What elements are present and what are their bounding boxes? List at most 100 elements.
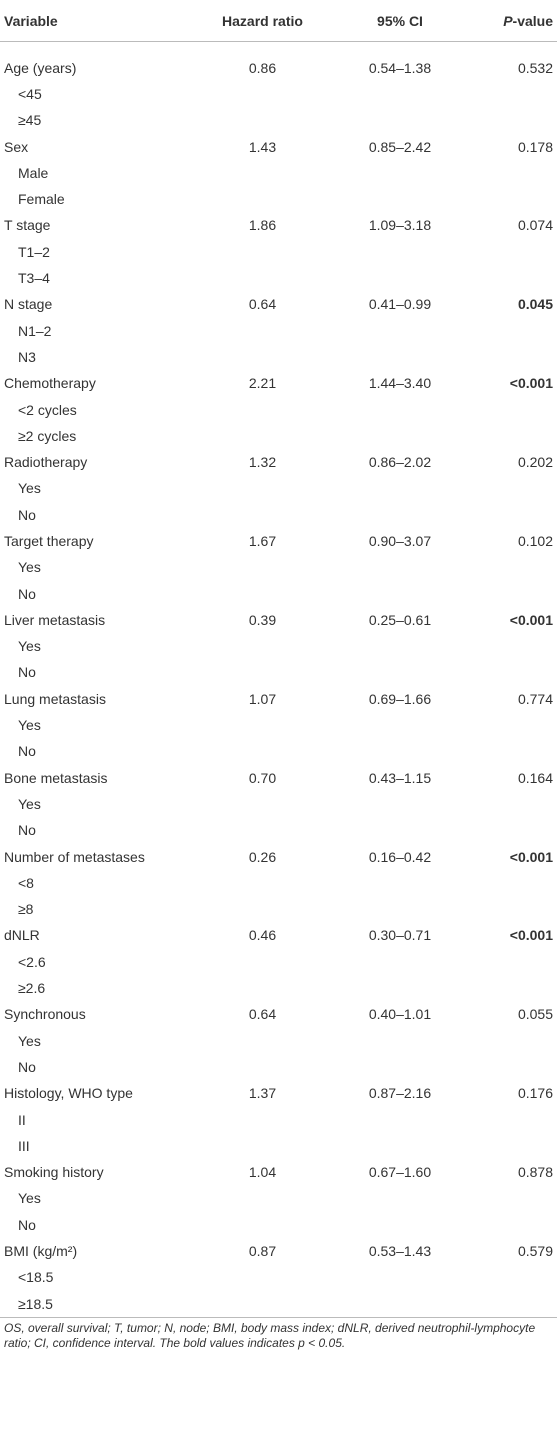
level-row: ≥18.5 xyxy=(0,1290,557,1318)
level-cell: ≥18.5 xyxy=(0,1290,205,1318)
empty-cell xyxy=(320,1212,480,1238)
group-row: Smoking history 1.04 0.67–1.60 0.878 xyxy=(0,1159,557,1185)
empty-cell xyxy=(480,1290,557,1318)
ci-cell: 0.41–0.99 xyxy=(368,296,432,313)
level-cell: <45 xyxy=(18,85,42,102)
variable-cell: Histology, WHO type xyxy=(4,1085,133,1102)
level-row: III xyxy=(0,1133,557,1159)
empty-cell xyxy=(480,554,557,580)
level-cell: ≥2.6 xyxy=(18,980,46,997)
p-value-cell: 0.178 xyxy=(517,138,553,155)
group-row: dNLR 0.46 0.30–0.71 <0.001 xyxy=(0,922,557,948)
ci-cell: 0.67–1.60 xyxy=(368,1164,432,1181)
hazard-ratio-cell: 1.04 xyxy=(248,1164,277,1181)
empty-cell xyxy=(205,1185,320,1211)
level-cell: ≥45 xyxy=(18,112,42,129)
level-cell: ≥2 cycles xyxy=(18,427,77,444)
variable-cell: Radiotherapy xyxy=(4,454,88,471)
empty-cell xyxy=(480,160,557,186)
ci-cell: 0.69–1.66 xyxy=(368,690,432,707)
empty-cell xyxy=(205,1133,320,1159)
group-row: BMI (kg/m²) 0.87 0.53–1.43 0.579 xyxy=(0,1238,557,1264)
empty-cell xyxy=(320,1106,480,1132)
variable-cell: Number of metastases xyxy=(4,848,145,865)
level-cell: No xyxy=(18,822,36,839)
ci-cell: 0.54–1.38 xyxy=(368,59,432,76)
empty-cell xyxy=(480,502,557,528)
empty-cell xyxy=(480,81,557,107)
p-value-cell: 0.102 xyxy=(517,532,553,549)
level-row: Yes xyxy=(0,554,557,580)
level-cell: III xyxy=(18,1137,30,1154)
empty-cell xyxy=(205,107,320,133)
empty-cell xyxy=(320,554,480,580)
level-cell: Yes xyxy=(18,559,41,576)
variable-cell: BMI (kg/m²) xyxy=(4,1243,78,1259)
level-cell: Yes xyxy=(18,717,41,734)
empty-cell xyxy=(480,896,557,922)
empty-cell xyxy=(205,160,320,186)
p-value-cell: 0.202 xyxy=(517,454,553,471)
results-table: Variable Hazard ratio 95% CI P-value Age… xyxy=(0,0,557,1318)
empty-cell xyxy=(320,1264,480,1290)
empty-cell xyxy=(205,81,320,107)
hazard-ratio-cell: 1.32 xyxy=(248,454,277,471)
group-row: Histology, WHO type 1.37 0.87–2.16 0.176 xyxy=(0,1080,557,1106)
group-row: Number of metastases 0.26 0.16–0.42 <0.001 xyxy=(0,843,557,869)
empty-cell xyxy=(320,239,480,265)
level-cell: Yes xyxy=(18,1190,41,1207)
header-italic: P xyxy=(503,12,513,29)
group-row: Sex 1.43 0.85–2.42 0.178 xyxy=(0,133,557,159)
group-row: Chemotherapy 2.21 1.44–3.40 <0.001 xyxy=(0,370,557,396)
hazard-ratio-cell: 0.86 xyxy=(248,59,277,76)
p-value-cell: 0.164 xyxy=(517,769,553,786)
ci-cell: 0.53–1.43 xyxy=(368,1243,432,1259)
empty-cell xyxy=(320,896,480,922)
empty-cell xyxy=(205,1054,320,1080)
empty-cell xyxy=(205,870,320,896)
header-cell: 95% CI xyxy=(320,0,480,42)
footnote: OS, overall survival; T, tumor; N, node;… xyxy=(4,1320,536,1350)
empty-cell xyxy=(320,712,480,738)
level-row: Yes xyxy=(0,1185,557,1211)
empty-cell xyxy=(480,870,557,896)
table-header: Variable Hazard ratio 95% CI P-value xyxy=(0,0,557,42)
variable-cell: T stage xyxy=(4,217,51,234)
empty-cell xyxy=(205,712,320,738)
level-cell: <8 xyxy=(18,874,34,891)
ci-cell: 1.44–3.40 xyxy=(368,375,432,392)
ci-cell: 1.09–3.18 xyxy=(368,217,432,234)
ci-cell: 0.90–3.07 xyxy=(368,532,432,549)
p-value-cell: 0.774 xyxy=(517,690,553,707)
level-row: ≥45 xyxy=(0,107,557,133)
empty-cell xyxy=(205,554,320,580)
group-row: Synchronous 0.64 0.40–1.01 0.055 xyxy=(0,1001,557,1027)
empty-cell xyxy=(480,738,557,764)
ci-cell: 0.86–2.02 xyxy=(368,454,432,471)
empty-cell xyxy=(320,396,480,422)
p-value-cell: 0.579 xyxy=(517,1243,553,1259)
ci-cell: 0.40–1.01 xyxy=(368,1006,432,1023)
empty-cell xyxy=(205,817,320,843)
empty-cell xyxy=(205,1264,320,1290)
empty-cell xyxy=(480,186,557,212)
empty-cell xyxy=(320,502,480,528)
level-cell: T3–4 xyxy=(18,270,50,287)
level-row: No xyxy=(0,580,557,606)
level-row: Yes xyxy=(0,1027,557,1053)
empty-cell xyxy=(320,1054,480,1080)
level-cell: ≥8 xyxy=(18,901,34,918)
empty-cell xyxy=(320,791,480,817)
level-row: T1–2 xyxy=(0,239,557,265)
level-cell: Female xyxy=(18,191,65,208)
variable-cell: dNLR xyxy=(4,927,40,944)
level-cell: <2.6 xyxy=(18,953,46,970)
empty-cell xyxy=(205,475,320,501)
variable-cell: Chemotherapy xyxy=(4,375,96,392)
hazard-ratio-cell: 0.64 xyxy=(248,1006,277,1023)
level-cell: No xyxy=(18,1216,36,1233)
level-row: No xyxy=(0,502,557,528)
empty-cell xyxy=(480,817,557,843)
level-row: <45 xyxy=(0,81,557,107)
empty-cell xyxy=(480,1185,557,1211)
